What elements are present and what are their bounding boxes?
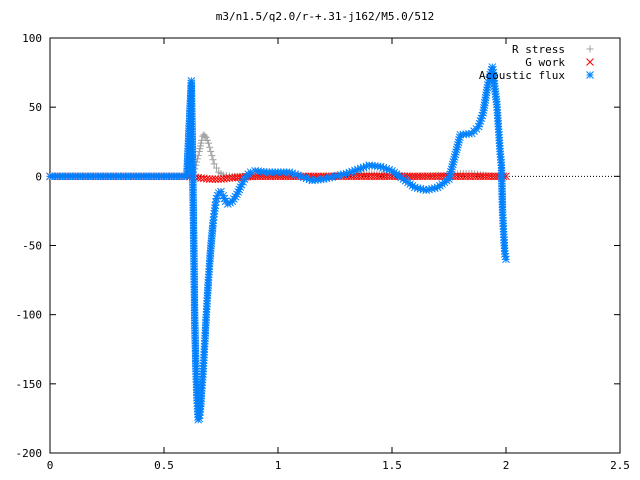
legend-label: R stress (512, 43, 565, 56)
x-tick-label: 0 (47, 459, 54, 472)
data-point (201, 132, 209, 140)
x-tick-label: 1 (275, 459, 282, 472)
y-tick-label: -200 (16, 447, 43, 460)
y-tick-label: -50 (22, 240, 42, 253)
data-point (206, 143, 214, 151)
x-tick-label: 0.5 (154, 459, 174, 472)
y-tick-label: 50 (29, 101, 42, 114)
data-point (208, 152, 216, 160)
legend-label: G work (525, 56, 565, 69)
x-tick-label: 2.5 (610, 459, 630, 472)
legend-marker (586, 45, 594, 53)
series-acoustic-flux (46, 63, 510, 424)
data-point (502, 255, 510, 264)
y-tick-label: 0 (35, 170, 42, 183)
series-layer (46, 63, 510, 424)
data-point (205, 175, 214, 183)
legend-marker (586, 71, 594, 79)
data-point (194, 152, 202, 160)
x-tick-label: 1.5 (382, 459, 402, 472)
chart-title: m3/n1.5/q2.0/r-+.31-j162/M5.0/512 (216, 10, 435, 23)
x-tick-label: 2 (503, 459, 510, 472)
data-point (212, 164, 220, 172)
y-tick-label: -100 (16, 309, 43, 322)
legend-marker (586, 58, 594, 66)
data-point (204, 139, 212, 147)
plot-frame (49, 37, 621, 454)
data-point (246, 168, 255, 177)
data-point (210, 160, 218, 168)
data-point (208, 175, 217, 183)
data-point (207, 147, 215, 155)
axes: 0 0.5 1 1.5 2 2.5 100 50 0 -50 -100 -150 -200 (16, 32, 630, 472)
legend-label: Acoustic flux (479, 69, 565, 82)
data-point (211, 175, 220, 183)
y-tick-label: 100 (22, 32, 42, 45)
y-tick-label: -150 (16, 378, 43, 391)
data-point (209, 156, 217, 164)
